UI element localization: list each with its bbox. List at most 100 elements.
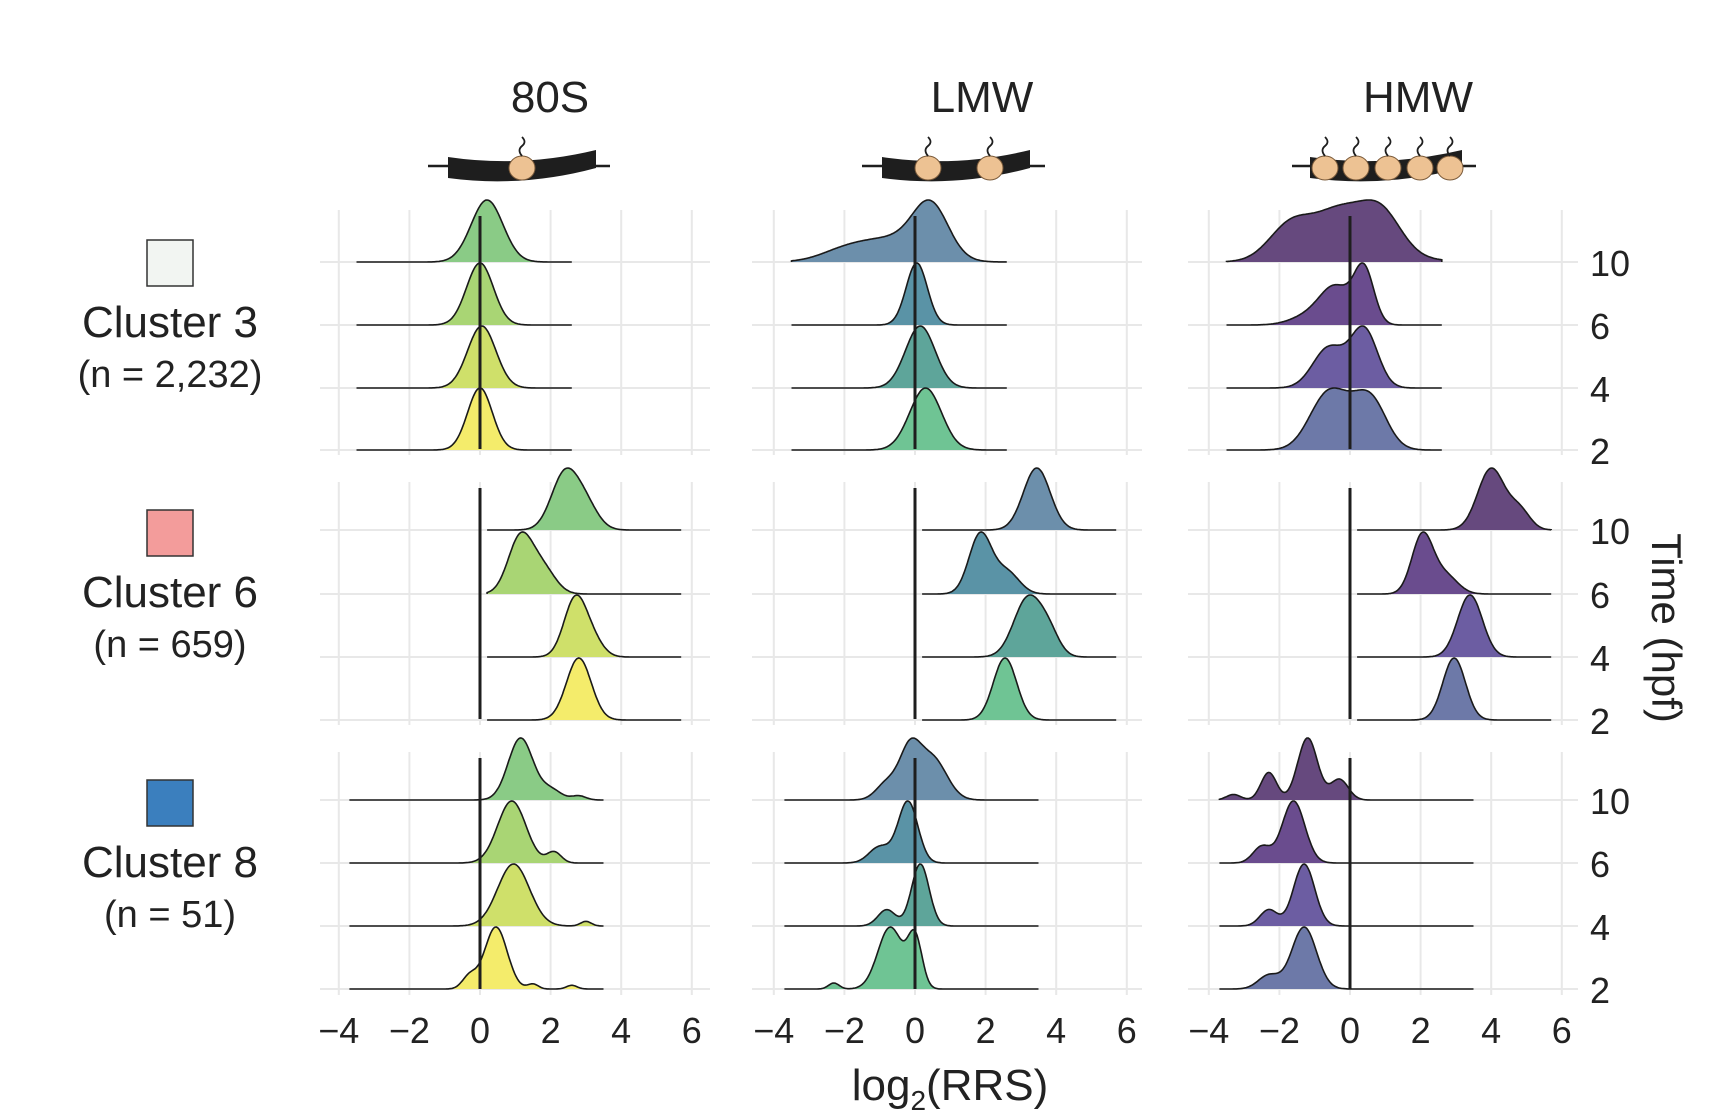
cluster-label: Cluster 6 <box>82 568 258 617</box>
x-tick-label: 6 <box>1552 1010 1572 1051</box>
ridge-outline <box>922 467 1117 531</box>
ridge-fill <box>791 263 1007 325</box>
x-tick-label: 4 <box>1481 1010 1501 1051</box>
ridge-fill <box>1226 388 1442 450</box>
ridge-fill <box>1219 738 1474 800</box>
ridge-outline <box>487 594 682 658</box>
text-layer: log2(RRS) Time (hpf) −4 −2 0 2 4 6 80S −4 −2 0 2 4 6… <box>318 73 1690 1113</box>
ridge-fill <box>349 738 604 800</box>
time-tick-label: 4 <box>1590 638 1610 679</box>
time-tick-label: 10 <box>1590 243 1630 284</box>
nascent-peptide-icon <box>1446 136 1454 157</box>
ridge-outline <box>349 737 604 801</box>
cluster-count: (n = 51) <box>104 894 236 936</box>
ridge-fill <box>356 326 572 388</box>
ridge-outline <box>487 467 682 531</box>
nascent-peptide-icon <box>924 136 932 157</box>
ridge-fill <box>487 532 682 594</box>
x-tick-label: −4 <box>753 1010 794 1051</box>
x-tick-label: −2 <box>1259 1010 1300 1051</box>
ribosome-icon <box>1406 155 1434 181</box>
legend-layer: Cluster 3 (n = 2,232) Cluster 6 (n = 659) Cl… <box>78 239 263 936</box>
ribosome-icon <box>1436 155 1464 181</box>
time-tick-label: 10 <box>1590 781 1630 822</box>
x-axis-label: log2(RRS) <box>852 1061 1049 1113</box>
ridge-fill <box>922 468 1117 530</box>
ridge-outline <box>784 800 1039 864</box>
x-tick-label: 4 <box>1046 1010 1066 1051</box>
ridge-outline <box>1219 926 1474 990</box>
ridge-fill <box>922 532 1117 594</box>
x-tick-label: 0 <box>470 1010 490 1051</box>
ridge-fill <box>922 658 1117 720</box>
x-tick-label: −2 <box>389 1010 430 1051</box>
ridge-outline <box>791 387 1007 451</box>
time-tick-label: 2 <box>1590 431 1610 472</box>
ridge-outline <box>1357 594 1552 658</box>
ribosome-icon <box>914 155 942 181</box>
ridge-outline <box>922 531 1117 595</box>
x-tick-label: 4 <box>611 1010 631 1051</box>
ridge-fill <box>487 468 682 530</box>
time-tick-label: 2 <box>1590 701 1610 742</box>
ridge-fill <box>784 801 1039 863</box>
column-title: LMW <box>931 73 1034 122</box>
ridge-outline <box>356 387 572 451</box>
ridge-fill <box>1226 263 1442 325</box>
ridge-outline <box>791 262 1007 326</box>
ridge-outline <box>356 199 572 263</box>
ridge-fill <box>791 326 1007 388</box>
x-tick-label: 2 <box>541 1010 561 1051</box>
ridge-outline <box>1219 800 1474 864</box>
x-tick-label: −4 <box>1188 1010 1229 1051</box>
column-title: 80S <box>511 73 589 122</box>
ridges-layer <box>349 199 1552 990</box>
x-tick-label: 2 <box>976 1010 996 1051</box>
cluster-count: (n = 2,232) <box>78 354 263 396</box>
ridge-outline <box>790 199 1007 263</box>
ridge-fill <box>1226 200 1442 262</box>
cluster-swatch <box>146 509 194 557</box>
ridge-fill <box>922 595 1117 657</box>
ridge-fill <box>1357 532 1552 594</box>
ridge-outline <box>1225 199 1443 263</box>
ridge-outline <box>1226 387 1442 451</box>
ribosome-icons-layer <box>428 136 1476 182</box>
x-tick-label: −2 <box>824 1010 865 1051</box>
nascent-peptide-icon <box>986 136 994 157</box>
ridge-fill <box>356 388 572 450</box>
ridge-outline <box>1357 657 1552 721</box>
ridge-outline <box>1219 863 1474 927</box>
ridge-outline <box>349 800 604 864</box>
ridge-outline <box>1218 737 1474 801</box>
ribosome-icon <box>976 155 1004 181</box>
x-tick-label: 0 <box>905 1010 925 1051</box>
ridge-fill <box>791 200 1007 262</box>
ridge-outline <box>791 325 1007 389</box>
ridge-outline <box>1357 467 1552 531</box>
ridge-outline <box>349 926 604 990</box>
ridge-outline <box>487 657 682 721</box>
time-tick-label: 2 <box>1590 970 1610 1011</box>
ridge-fill <box>791 388 1007 450</box>
ridge-fill <box>784 738 1039 800</box>
ridge-outline <box>356 325 572 389</box>
ribosome-icon <box>1374 155 1402 181</box>
ridge-fill <box>1219 801 1474 863</box>
time-tick-label: 6 <box>1590 575 1610 616</box>
ridge-fill <box>1357 658 1552 720</box>
ridge-outline <box>356 262 572 326</box>
nascent-peptide-icon <box>1321 136 1329 157</box>
x-tick-label: 6 <box>682 1010 702 1051</box>
column-title: HMW <box>1363 73 1473 122</box>
ridge-outline <box>1226 262 1442 326</box>
ridge-fill <box>1219 864 1474 926</box>
mrna-body <box>882 150 1030 182</box>
ridge-outline <box>349 863 604 927</box>
ridge-fill <box>487 595 682 657</box>
ridge-fill <box>784 927 1039 989</box>
ridge-outline <box>784 737 1039 801</box>
nascent-peptide-icon <box>1384 136 1392 157</box>
ridge-outline <box>784 863 1039 927</box>
